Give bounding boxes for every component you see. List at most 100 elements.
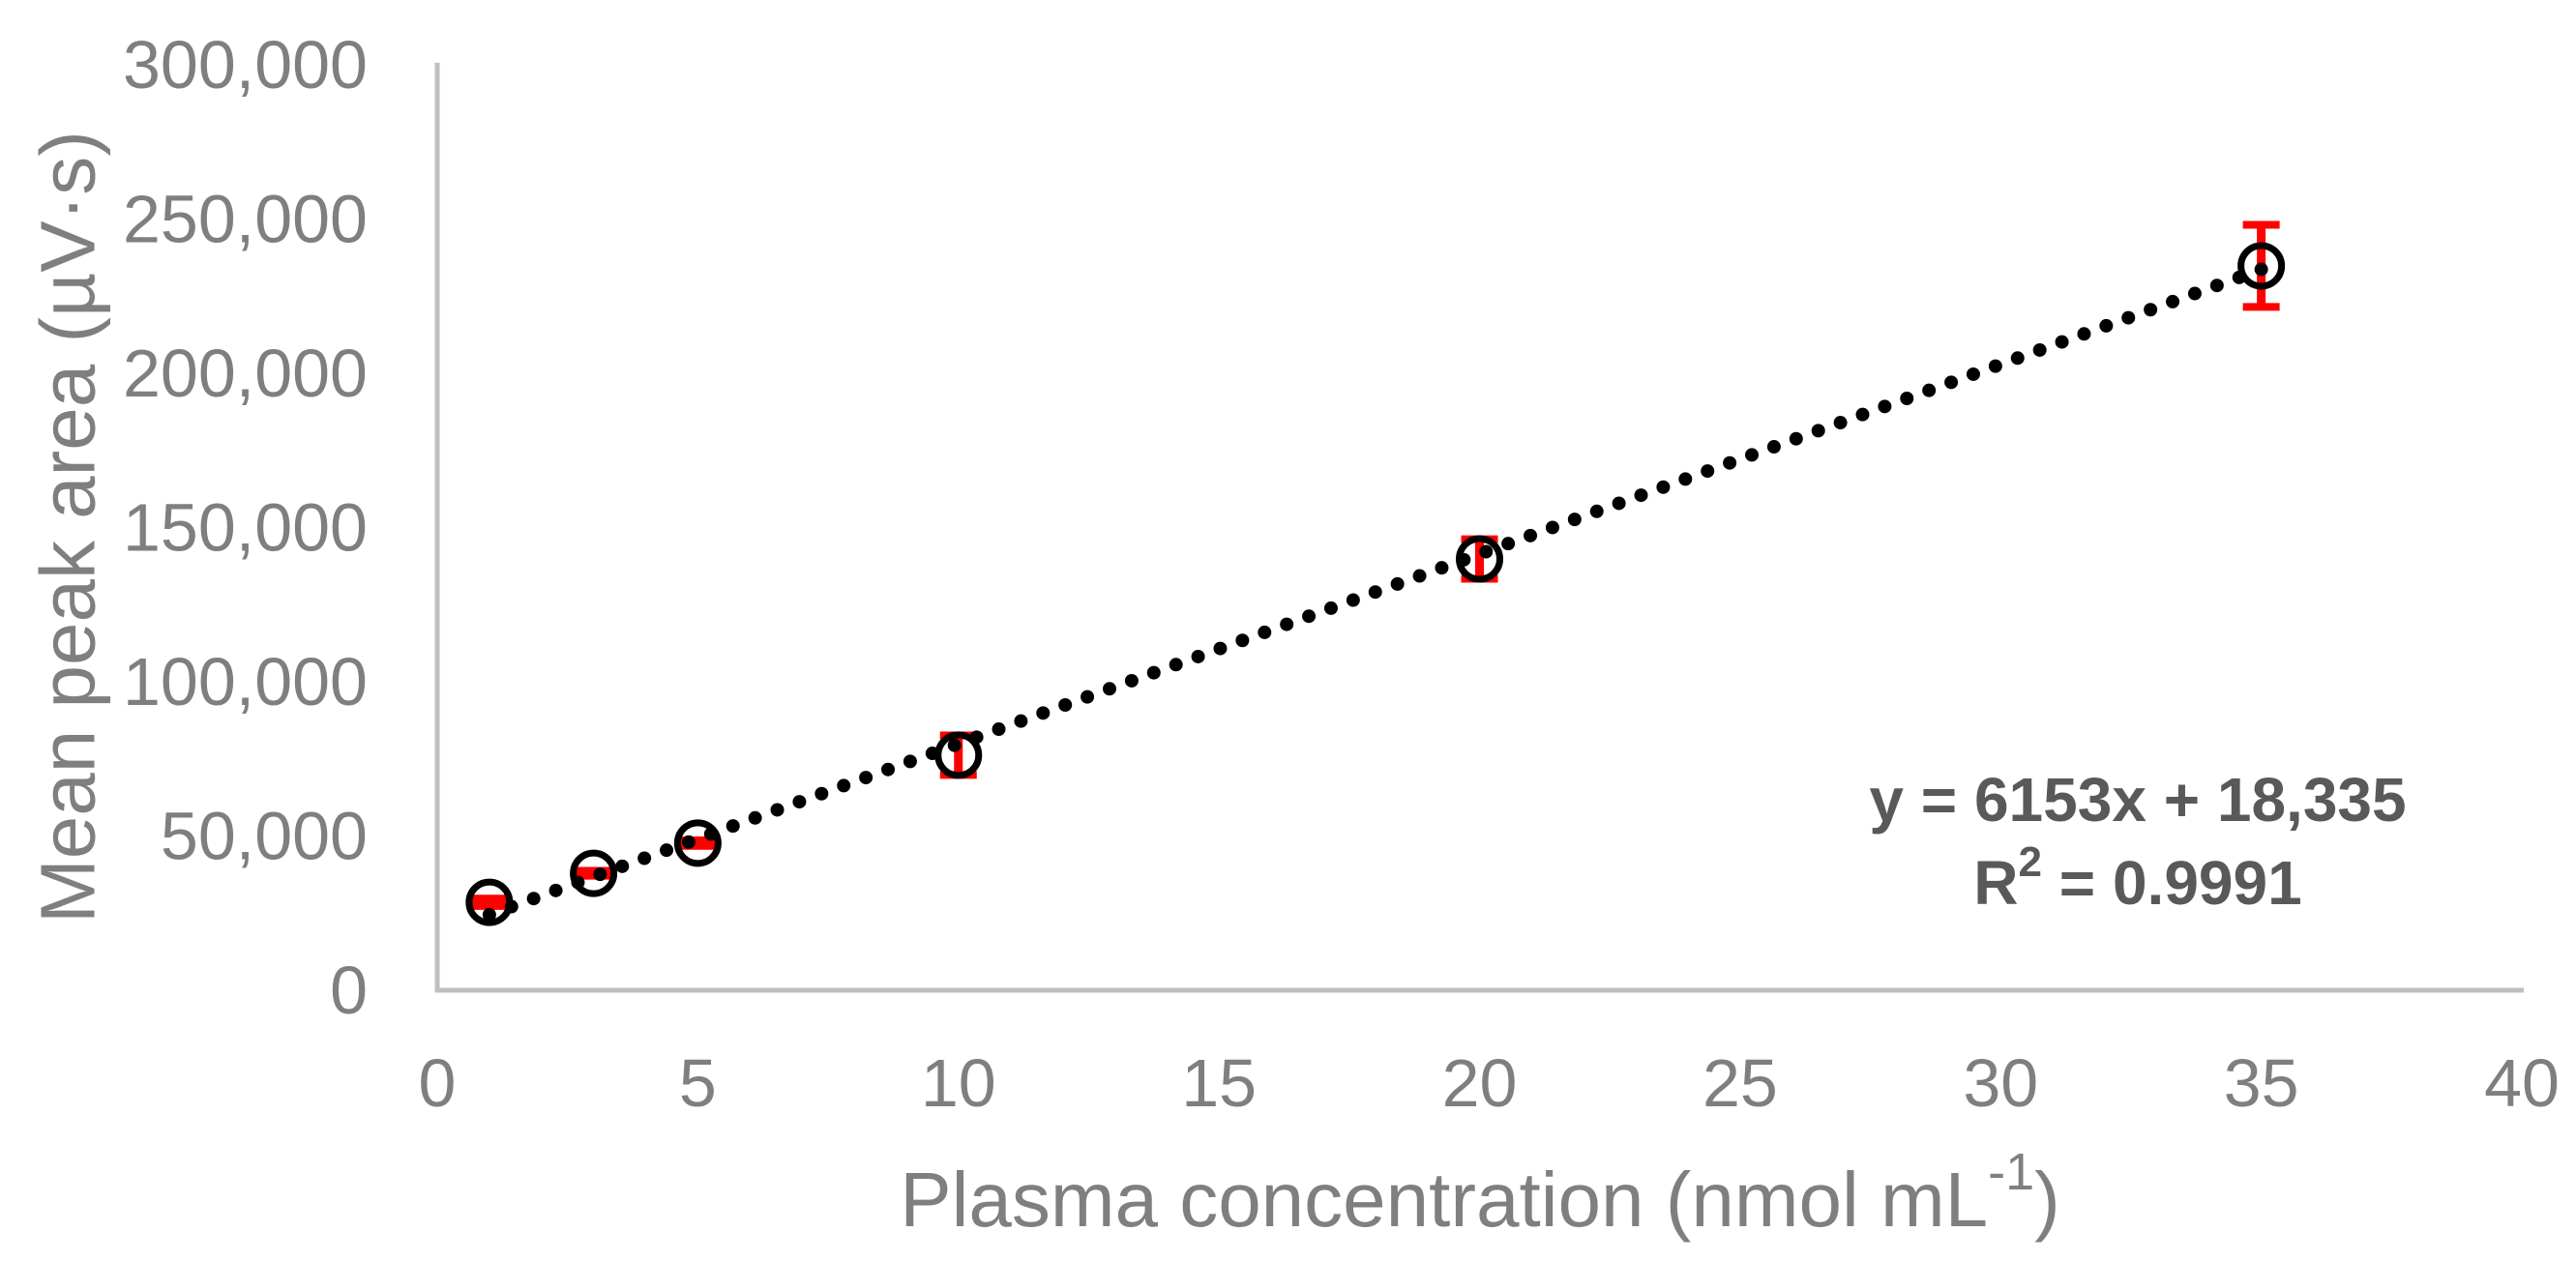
trendline-dot	[2187, 286, 2202, 301]
trendline-dot	[1589, 504, 1604, 518]
y-axis-tick-labels: 0 50,000 100,000 150,000 200,000 250,000 300,0…	[123, 27, 368, 1028]
r-squared-superscript: 2	[2019, 838, 2042, 886]
trendline-dot	[2032, 342, 2047, 357]
trendline-dot	[1081, 689, 1095, 704]
trendline-dot	[1390, 576, 1405, 591]
trendline-dot	[1744, 448, 1759, 462]
trendline-dot	[1014, 714, 1028, 728]
trendline-dot	[814, 786, 829, 801]
y-tick-label: 100,000	[123, 644, 368, 719]
trendline-dot	[2010, 351, 2025, 366]
trendline-dot	[1501, 537, 1516, 551]
trendline-dot	[947, 738, 962, 752]
trendline-dot	[1346, 593, 1360, 607]
trendline-dot	[2166, 294, 2180, 308]
trendline-dot	[1368, 585, 1382, 600]
trendline-dot	[1634, 488, 1648, 503]
y-tick-label: 200,000	[123, 336, 368, 411]
trendline-dot	[725, 819, 740, 834]
y-tick-label: 150,000	[123, 490, 368, 566]
trendline-dot	[1789, 431, 1803, 446]
trendline-dot	[1678, 472, 1693, 486]
trendline-dot	[1612, 496, 1626, 511]
r-squared-base: R	[1973, 848, 2018, 918]
trendline-dot	[593, 867, 607, 882]
trendline-dot	[1280, 617, 1294, 631]
data-point-marker	[934, 731, 983, 779]
x-tick-label: 25	[1703, 1045, 1778, 1121]
trendline-dot	[1302, 609, 1317, 624]
trendline-dot	[1855, 407, 1870, 422]
trendline-dot	[1545, 520, 1559, 535]
trendline-dot	[2209, 279, 2224, 293]
trendline-dot	[1701, 464, 1715, 479]
trendline-dot	[1524, 528, 1538, 543]
trendline-dot	[1723, 455, 1737, 470]
x-tick-label: 10	[921, 1045, 996, 1121]
trendline-dot	[1656, 480, 1671, 494]
trendline-dot	[1811, 424, 1825, 438]
trendline-dot	[615, 859, 630, 873]
x-axis-title-suffix: )	[2034, 1157, 2060, 1243]
y-tick-label: 250,000	[123, 182, 368, 257]
trendline-dot	[1878, 399, 1892, 414]
trendline-dot	[2055, 335, 2069, 349]
y-tick-label: 0	[330, 953, 368, 1028]
trendline-dot	[482, 907, 496, 922]
trendline-dot	[881, 762, 896, 777]
x-tick-label: 30	[1963, 1045, 2038, 1121]
trendline-dot	[837, 778, 851, 793]
x-tick-label: 40	[2484, 1045, 2560, 1121]
data-point-marker	[673, 819, 722, 867]
x-tick-label: 35	[2224, 1045, 2299, 1121]
trendline-dot	[1146, 665, 1161, 680]
y-tick-label: 300,000	[123, 27, 368, 103]
trendline-dot	[681, 835, 696, 849]
trendline-dot	[1922, 383, 1937, 397]
trendline-dot	[1213, 641, 1228, 656]
x-tick-label: 15	[1181, 1045, 1257, 1121]
x-axis-title-prefix: Plasma concentration (nmol mL	[900, 1157, 1988, 1243]
data-point-marker	[2237, 242, 2286, 290]
trendline-dot	[637, 851, 652, 865]
trendline-dot	[1102, 682, 1116, 696]
trendline-dot	[1412, 569, 1427, 583]
trendline-dot	[1058, 697, 1073, 712]
trendline-dot	[548, 883, 563, 897]
x-axis-title: Plasma concentration (nmol mL-1)	[900, 1143, 2060, 1243]
trendline-dot	[1124, 673, 1139, 688]
trendline-dot	[859, 771, 873, 785]
trendline-dot	[1235, 633, 1250, 648]
trendline-dot	[1169, 658, 1183, 672]
trendline-dot	[1966, 367, 1980, 381]
trendline-dot	[748, 810, 762, 825]
trendline-dot	[1988, 359, 2002, 373]
trendline-dot	[1766, 440, 1781, 455]
trendline-dot	[792, 795, 807, 809]
trendline-dot	[2077, 327, 2091, 341]
data-point-markers	[465, 242, 2286, 926]
trendline-dot	[992, 722, 1006, 737]
trendline-dot	[526, 892, 541, 906]
trendline-dot	[2254, 262, 2268, 277]
trendline-dot	[903, 754, 917, 769]
x-tick-label: 0	[419, 1045, 457, 1121]
x-tick-label: 20	[1442, 1045, 1518, 1121]
trendline-dot	[1435, 561, 1449, 575]
x-axis-tick-labels: 0 5 10 15 20 25 30 35 40	[419, 1045, 2560, 1121]
r-squared-value: R2 = 0.9991	[1973, 838, 2301, 919]
data-point-marker	[1456, 535, 1503, 583]
trendline-dot	[1833, 416, 1848, 430]
trendline-equation: y = 6153x + 18,335	[1869, 765, 2406, 835]
r-squared-rest: = 0.9991	[2042, 848, 2302, 918]
trendline-dot	[1191, 649, 1205, 663]
trendline-dot	[1036, 706, 1051, 720]
trendline-dot	[1258, 625, 1272, 639]
trendline-dot	[1323, 601, 1338, 615]
trendline-dot	[2121, 310, 2136, 325]
trendline-dot	[1944, 375, 1959, 390]
trendline-dot	[1900, 391, 1914, 405]
trendline-dot	[660, 843, 674, 858]
trendline-dot	[2144, 303, 2158, 317]
